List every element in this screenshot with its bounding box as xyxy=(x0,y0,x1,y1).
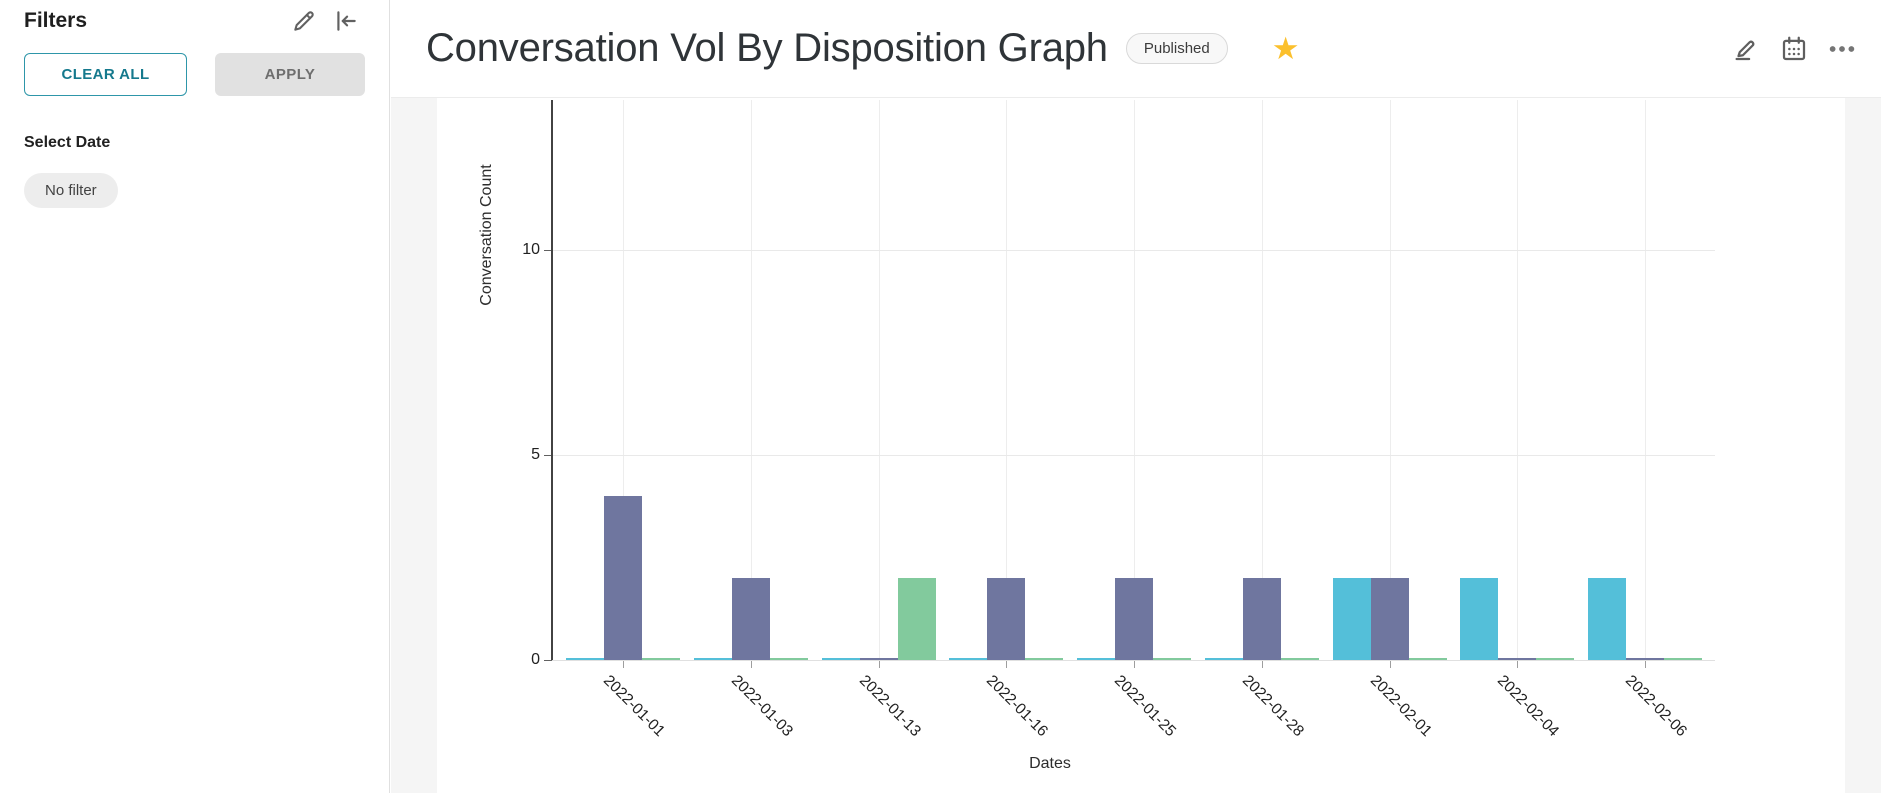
bar-series-3-green-2022-01-25[interactable] xyxy=(1153,658,1191,660)
gridline-vertical xyxy=(1389,100,1391,660)
bar-series-1-cyan-2022-02-06[interactable] xyxy=(1588,578,1626,660)
clear-all-button[interactable]: CLEAR ALL xyxy=(24,53,187,96)
x-axis-tick-label: 2022-02-04 xyxy=(1494,672,1563,741)
filters-title: Filters xyxy=(24,9,88,32)
x-axis-tick-label: 2022-01-25 xyxy=(1110,672,1180,741)
y-axis-line xyxy=(551,100,553,660)
y-axis-tick xyxy=(544,250,552,251)
gridline-vertical xyxy=(1517,100,1519,660)
bar-series-3-green-2022-02-04[interactable] xyxy=(1536,658,1575,660)
bar-series-1-cyan-2022-01-13[interactable] xyxy=(821,658,860,660)
bar-series-2-purple-2022-02-01[interactable] xyxy=(1370,578,1409,660)
bar-series-1-cyan-2022-02-01[interactable] xyxy=(1332,578,1371,660)
bar-series-1-cyan-2022-01-03[interactable] xyxy=(693,658,732,660)
bar-series-3-green-2022-02-06[interactable] xyxy=(1664,658,1702,660)
x-axis-tick xyxy=(1006,661,1008,668)
bar-series-3-green-2022-01-01[interactable] xyxy=(642,658,680,660)
y-axis-tick xyxy=(544,455,552,456)
bar-series-2-purple-2022-01-13[interactable] xyxy=(859,658,898,660)
calendar-icon[interactable] xyxy=(1779,34,1809,64)
bar-series-3-green-2022-02-01[interactable] xyxy=(1408,658,1447,660)
filters-sidebar: Filters CLEAR ALL xyxy=(0,0,390,793)
gridline-vertical xyxy=(878,100,880,660)
y-axis-tick-label: 10 xyxy=(522,241,540,258)
page-title: Conversation Vol By Disposition Graph xyxy=(426,26,1108,70)
status-badge: Published xyxy=(1125,33,1228,64)
more-ellipsis-icon[interactable] xyxy=(1827,34,1857,64)
x-axis-tick-label: 2022-01-28 xyxy=(1238,672,1307,741)
gridline-vertical xyxy=(623,100,624,660)
gridline-vertical xyxy=(1006,100,1008,660)
gridline-vertical xyxy=(750,100,752,660)
apply-button[interactable]: APPLY xyxy=(215,53,365,96)
edit-filters-icon[interactable] xyxy=(291,8,317,34)
bar-series-2-purple-2022-02-04[interactable] xyxy=(1498,658,1537,660)
x-axis-tick-label: 2022-01-03 xyxy=(727,672,796,741)
bar-series-1-cyan-2022-01-28[interactable] xyxy=(1204,658,1243,660)
y-axis-tick xyxy=(544,660,552,661)
bar-series-3-green-2022-01-03[interactable] xyxy=(769,658,808,660)
bar-series-2-purple-2022-01-01[interactable] xyxy=(604,496,642,660)
bar-series-2-purple-2022-01-28[interactable] xyxy=(1242,578,1281,660)
x-axis-tick xyxy=(1517,661,1519,668)
x-axis-line xyxy=(552,660,1715,661)
x-axis-tick-label: 2022-01-16 xyxy=(983,672,1052,741)
bar-series-1-cyan-2022-01-01[interactable] xyxy=(566,658,604,660)
bar-series-2-purple-2022-01-16[interactable] xyxy=(987,578,1026,660)
x-axis-tick-label: 2022-02-01 xyxy=(1366,672,1435,741)
gridline-vertical xyxy=(1134,100,1135,660)
x-axis-title: Dates xyxy=(1029,755,1071,772)
bar-series-3-green-2022-01-28[interactable] xyxy=(1280,658,1319,660)
select-date-label: Select Date xyxy=(24,134,111,151)
favorite-star-icon[interactable]: ★ xyxy=(1271,31,1300,66)
bar-series-1-cyan-2022-01-16[interactable] xyxy=(949,658,988,660)
gridline-horizontal xyxy=(552,455,1715,456)
dashboard-header: Conversation Vol By Disposition Graph Pu… xyxy=(391,0,1881,98)
bar-series-2-purple-2022-01-25[interactable] xyxy=(1115,578,1153,660)
bar-series-1-cyan-2022-01-25[interactable] xyxy=(1077,658,1115,660)
bar-series-3-green-2022-01-13[interactable] xyxy=(897,578,936,660)
collapse-sidebar-icon[interactable] xyxy=(333,8,359,34)
y-axis-tick-label: 0 xyxy=(531,651,540,668)
disposition-bar-chart: 0 5 10 2022-01-01 2022-01-03 2022-01-13 2022-0… xyxy=(437,98,1845,793)
bar-series-1-cyan-2022-02-04[interactable] xyxy=(1460,578,1499,660)
x-axis-tick xyxy=(1134,661,1135,668)
x-axis-tick xyxy=(623,661,624,668)
y-axis-tick-label: 5 xyxy=(531,446,540,463)
gridline-vertical xyxy=(1645,100,1646,660)
bar-series-2-purple-2022-01-03[interactable] xyxy=(731,578,770,660)
x-axis-tick-label: 2022-02-06 xyxy=(1621,672,1691,741)
x-axis-tick xyxy=(1645,661,1646,668)
x-axis-tick xyxy=(878,661,880,668)
gridline-horizontal xyxy=(552,250,1715,251)
y-axis-title: Conversation Count xyxy=(478,164,495,306)
x-axis-tick xyxy=(1389,661,1391,668)
x-axis-tick-label: 2022-01-13 xyxy=(855,672,924,741)
sidebar-header: Filters xyxy=(0,0,389,34)
x-axis-tick xyxy=(750,661,752,668)
x-axis-tick-label: 2022-01-01 xyxy=(599,672,669,741)
bar-series-2-purple-2022-02-06[interactable] xyxy=(1626,658,1664,660)
chart-card: 0 5 10 2022-01-01 2022-01-03 2022-01-13 2022-0… xyxy=(437,98,1845,793)
main-content: 0 5 10 2022-01-01 2022-01-03 2022-01-13 2022-0… xyxy=(391,98,1881,793)
edit-dashboard-icon[interactable] xyxy=(1731,34,1761,64)
gridline-vertical xyxy=(1261,100,1263,660)
date-filter-chip[interactable]: No filter xyxy=(24,173,118,208)
x-axis-tick xyxy=(1261,661,1263,668)
bar-series-3-green-2022-01-16[interactable] xyxy=(1025,658,1064,660)
